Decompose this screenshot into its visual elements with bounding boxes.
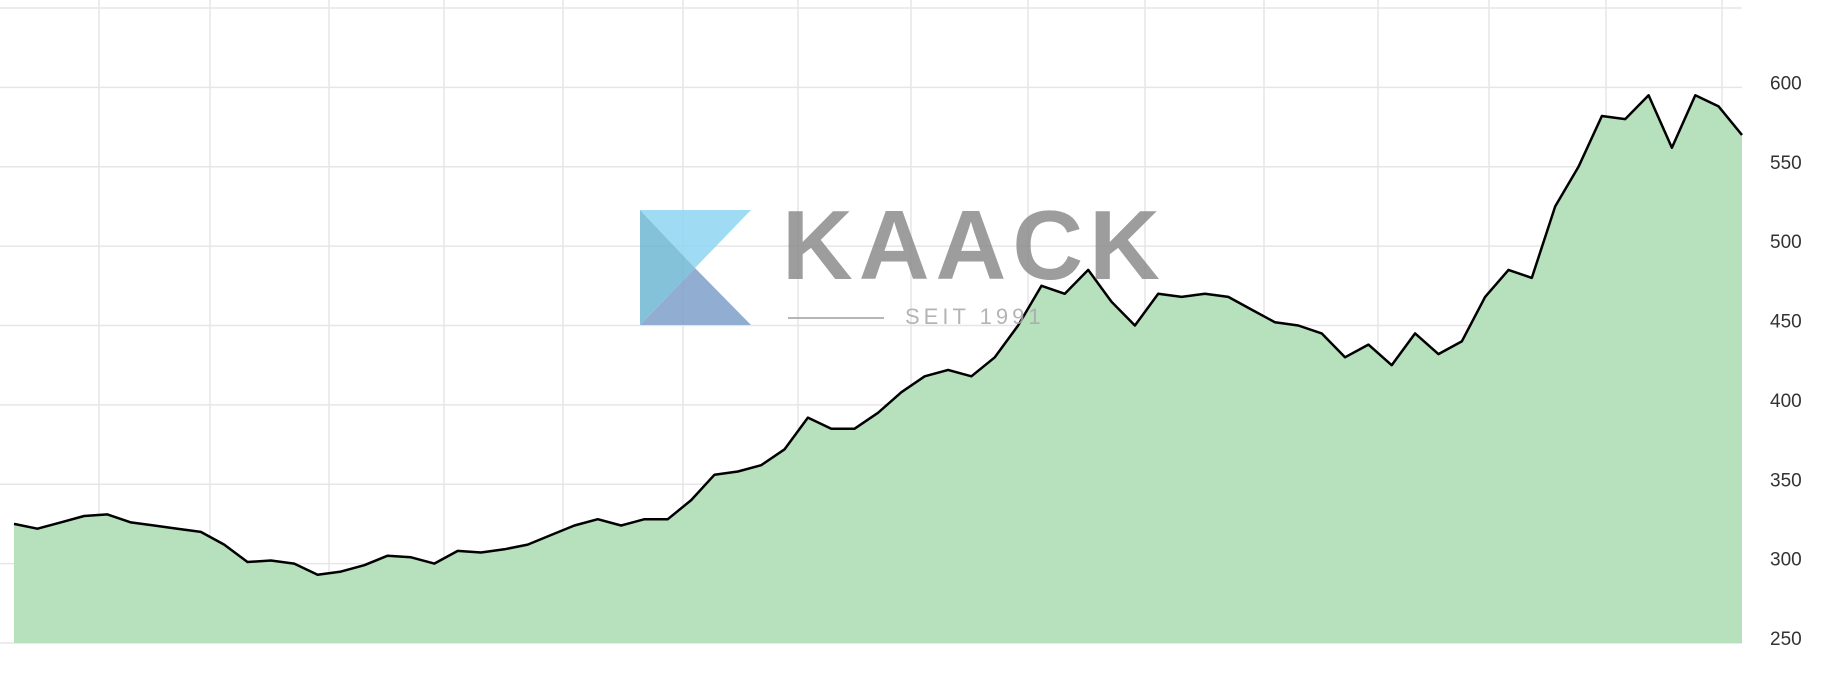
y-tick-label: 450 [1770,312,1802,333]
line [13,94,1743,576]
y-tick-label: 550 [1770,153,1802,174]
logo-left [640,210,695,325]
logo-top [640,210,751,268]
y-tick-label: 600 [1770,73,1802,94]
y-tick-label: 350 [1770,470,1802,491]
watermark: KAACK SEIT 1991 [640,190,1166,329]
tagline: SEIT 1991 [905,304,1045,329]
y-tick-label: 250 [1770,629,1802,650]
brand: KAACK [782,190,1166,300]
y-tick-label: 300 [1770,550,1802,571]
area [14,95,1742,644]
plot [13,94,1743,644]
y-tick-label: 400 [1770,391,1802,412]
y-axis: 250 300 350 400 450 500 550 600 [1770,73,1802,650]
logo-bottom [640,268,751,325]
y-tick-label: 500 [1770,232,1802,253]
